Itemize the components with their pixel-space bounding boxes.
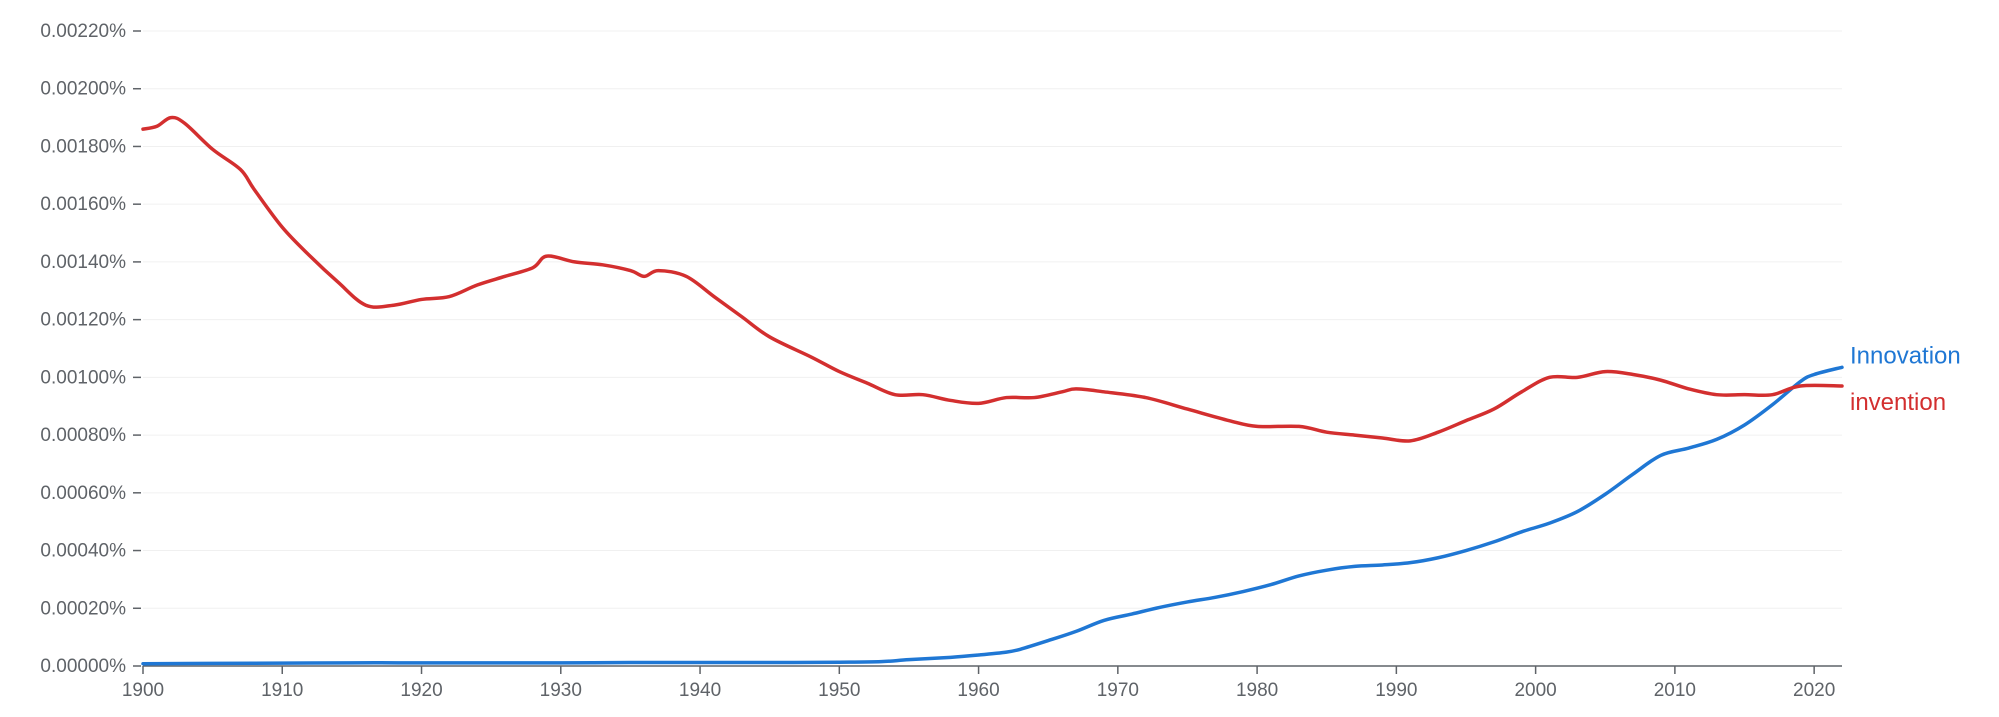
y-tick-label: 0.00040% — [40, 541, 126, 562]
y-axis: 0.00000% 0.00020% 0.00040% 0.00060% 0.00080%… — [40, 21, 141, 677]
y-tick-label: 0.00220% — [40, 21, 126, 42]
x-tick-label: 1980 — [1236, 680, 1278, 701]
x-tick-label: 1960 — [957, 680, 999, 701]
series-labels: Innovation invention — [1850, 342, 1961, 416]
series-label-invention: invention — [1850, 389, 1946, 416]
y-tick-label: 0.00060% — [40, 483, 126, 504]
series-line-invention — [141, 115, 1844, 443]
y-tick-label: 0.00080% — [40, 425, 126, 446]
y-tick-label: 0.00140% — [40, 252, 126, 273]
x-axis: 1900 1910 1920 1930 1940 1950 1960 1970 1980 1990… — [122, 665, 1842, 701]
gridlines — [143, 30, 1842, 609]
x-tick-label: 2010 — [1654, 680, 1696, 701]
y-tick-label: 0.00180% — [40, 136, 126, 157]
x-tick-label: 1900 — [122, 680, 164, 701]
x-tick-label: 1950 — [818, 680, 860, 701]
y-tick-label: 0.00100% — [40, 367, 126, 388]
y-tick-label: 0.00000% — [40, 656, 126, 677]
y-tick-label: 0.00160% — [40, 194, 126, 215]
series-label-innovation: Innovation — [1850, 342, 1961, 369]
y-tick-label: 0.00120% — [40, 310, 126, 331]
x-tick-label: 2000 — [1514, 680, 1556, 701]
x-tick-label: 1920 — [400, 680, 442, 701]
x-tick-label: 1940 — [679, 680, 721, 701]
series-line-innovation — [141, 365, 1844, 666]
y-tick-label: 0.00020% — [40, 598, 126, 619]
x-tick-label: 1970 — [1097, 680, 1139, 701]
x-tick-label: 1930 — [540, 680, 582, 701]
y-tick-label: 0.00200% — [40, 79, 126, 100]
x-tick-label: 1910 — [261, 680, 303, 701]
x-tick-label: 1990 — [1375, 680, 1417, 701]
x-tick-label: 2020 — [1793, 680, 1835, 701]
series-lines — [141, 115, 1844, 666]
